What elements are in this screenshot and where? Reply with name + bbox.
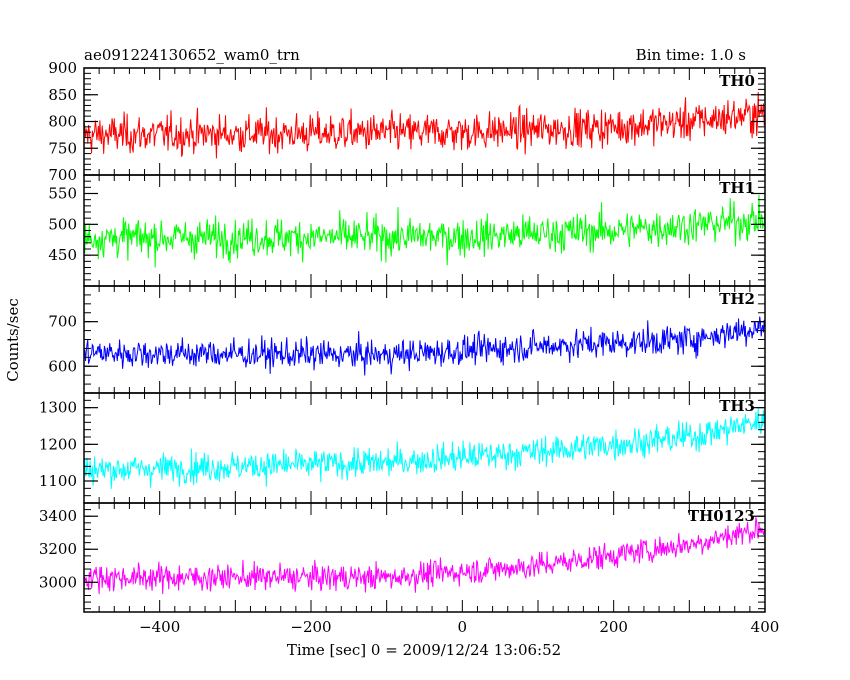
x-tick-label: −200 [290,618,331,636]
y-tick-label: 850 [48,86,77,104]
panel-th3: 1100 1200 1300 TH3 [39,392,766,504]
panel-th1: 450 500 550 TH1 [48,174,766,287]
y-tick-label: 550 [48,185,77,203]
y-tick-label: 900 [48,59,77,77]
y-tick-label: 700 [48,166,77,184]
series-line-th0123 [84,517,765,595]
y-tick-label: 3400 [39,507,77,525]
y-tick-label: 1100 [39,472,77,490]
y-tick-label: 1300 [39,399,77,417]
x-tick-label: 0 [458,618,468,636]
series-line-th3 [84,408,765,489]
panel-frame [83,502,766,613]
y-tick-label: 1200 [39,435,77,453]
panel-label-th3: TH3 [719,397,755,415]
y-tick-label: 700 [48,313,77,331]
x-tick-label: −400 [139,618,180,636]
x-axis-label: Time [sec] 0 = 2009/12/24 13:06:52 [287,641,561,659]
series-line-th0 [84,91,765,159]
chart-title: ae091224130652_wam0_trn [84,46,300,64]
y-tick-label: 500 [48,215,77,233]
series-line-th1 [84,194,765,268]
y-tick-label: 450 [48,246,77,264]
panel-label-th1: TH1 [719,179,755,197]
panel-label-th2: TH2 [719,290,755,308]
y-tick-label: 3000 [39,573,77,591]
panel-th0: 700 750 800 850 900 TH0 [48,59,766,184]
panel-th2: 600 700 TH2 [48,285,766,394]
y-tick-label: 750 [48,139,77,157]
panel-frame [83,392,766,504]
panel-label-th0123: TH0123 [688,507,755,525]
series-line-th2 [84,316,765,376]
panel-label-th0: TH0 [719,72,755,90]
panels-group: 700 750 800 850 900 TH0 450 500 550 TH1 600 700 TH2 1… [39,59,766,613]
y-tick-label: 3200 [39,540,77,558]
bin-time-label: Bin time: 1.0 s [636,46,746,64]
panel-th0123: 3000 3200 3400 TH0123 [39,502,766,613]
x-tick-label: 400 [751,618,780,636]
y-axis-label: Counts/sec [4,298,22,382]
y-tick-label: 800 [48,113,77,131]
x-axis: −400 −200 0 200 400 [139,618,779,636]
x-tick-label: 200 [599,618,628,636]
y-tick-label: 600 [48,357,77,375]
